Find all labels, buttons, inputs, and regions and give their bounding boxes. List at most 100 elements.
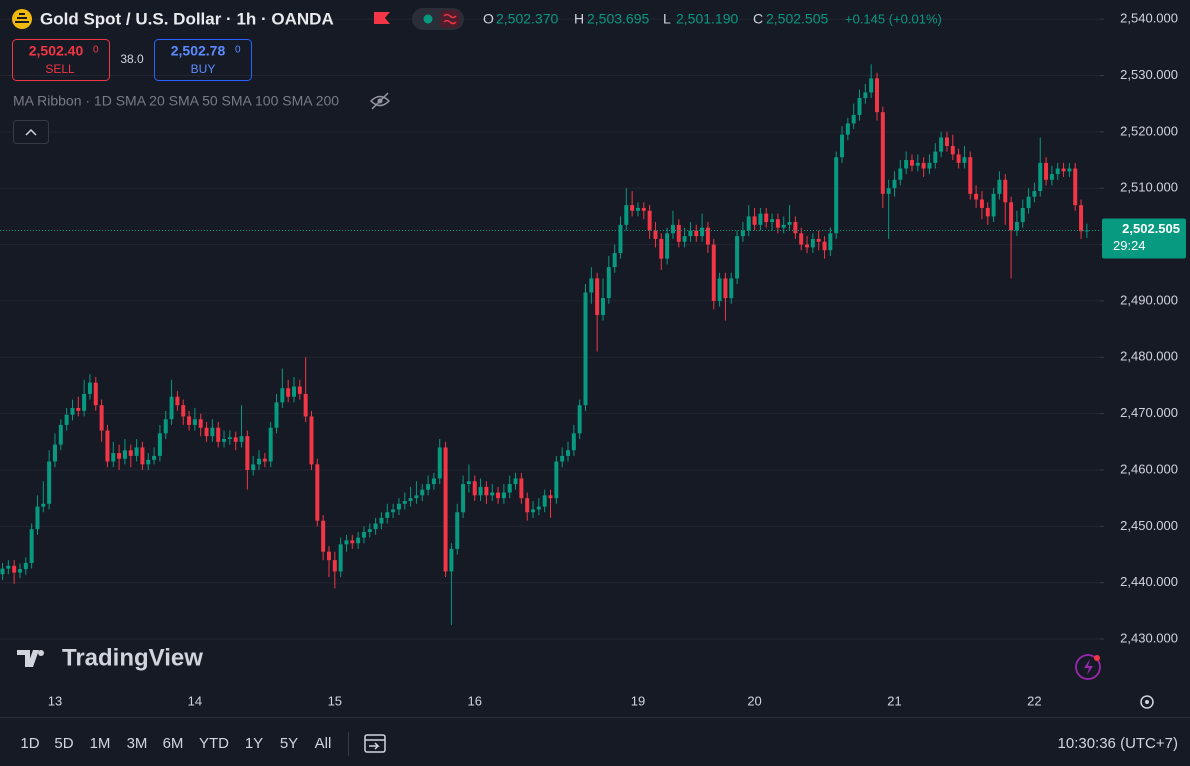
candle-body [426,484,431,490]
candle-body [618,224,623,254]
sell-label: SELL [45,62,75,76]
candle-body [408,498,413,501]
candle-body [204,427,209,437]
candle-body [315,464,320,521]
candle-body [391,509,396,513]
candle-body [927,162,932,169]
candle-body [717,278,722,301]
candle-body [723,278,728,299]
x-tick-label: 21 [887,693,901,708]
candle-body [163,419,168,434]
candle-body [286,388,291,397]
candle-body [787,222,792,225]
candle-body [840,134,845,158]
x-tick-label: 22 [1027,693,1041,708]
candle-body [373,523,378,530]
buy-pip: 0 [235,45,241,56]
candle-body [93,382,98,406]
candle-body [507,484,512,493]
candle-body [974,193,979,200]
clock: 10:30:36 (UTC+7) [1058,735,1178,752]
candle-body [175,396,180,406]
alert-icon[interactable] [1075,654,1101,680]
candle-body [542,495,547,507]
candle-body [52,444,57,462]
candle-body [82,393,87,411]
range-button[interactable]: 6M [163,735,184,752]
candle-body [554,461,559,499]
date-range-icon[interactable] [364,734,386,753]
y-tick-label: 2,530.000 [1120,67,1178,82]
sell-button[interactable] [12,39,110,81]
settings-icon-center [1145,700,1149,704]
candle-body [321,520,326,552]
spread: 38.0 [120,52,144,66]
candle-body [653,230,658,239]
candle-body [997,179,1002,194]
candle-body [70,407,75,415]
candle-body [455,512,460,549]
market-open-dot [423,14,433,24]
candle-body [338,544,343,572]
collapse-icon [25,128,37,136]
candle-body [950,145,955,155]
candle-body [245,436,250,470]
candle-body [904,160,909,169]
candle-body [297,386,302,394]
alert-badge [1094,655,1100,661]
candle-body [402,500,407,504]
range-button[interactable]: YTD [199,735,229,752]
candle-body [577,405,582,434]
candle-body [1061,168,1066,172]
candle-body [99,405,104,431]
flag-icon[interactable] [374,12,390,24]
range-button[interactable]: 1Y [245,735,263,752]
symbol-title[interactable]: Gold Spot / U.S. Dollar · 1h · OANDA [40,9,334,28]
x-tick-label: 15 [328,693,342,708]
candle-body [676,224,681,242]
symbol-icon-bars [15,13,29,23]
range-button[interactable]: 5Y [280,735,298,752]
range-button[interactable]: 1M [90,735,111,752]
indicator-legend[interactable]: MA Ribbon · 1D SMA 20 SMA 50 SMA 100 SMA… [13,93,339,109]
candle-body [1014,222,1019,231]
candle-body [87,382,92,394]
candle-body [560,455,565,462]
candle-body [23,562,28,570]
candle-body [303,393,308,417]
last-price-label: 2,502.505 [1122,221,1180,236]
candle-body [700,227,705,237]
candle-body [519,478,524,499]
candle-body [58,424,63,445]
range-button[interactable]: 3M [127,735,148,752]
candle-body [239,436,244,442]
range-button[interactable]: All [315,735,332,752]
candle-body [770,219,775,223]
candle-body [472,481,477,496]
range-button[interactable]: 5D [54,735,73,752]
candle-body [6,565,11,569]
ohlc-value: 2,502.505 [766,11,828,27]
settings-icon[interactable] [1140,695,1154,709]
candle-body [571,433,576,451]
candle-body [251,464,256,470]
collapse-button[interactable] [13,120,49,144]
delay-icon [443,13,457,25]
sell-pip: 0 [93,45,99,56]
candle-body [181,405,186,417]
x-tick-label: 16 [467,693,481,708]
candle-body [595,278,600,316]
hide-icon[interactable] [369,92,391,110]
candle-body [822,241,827,251]
candle-body [1044,162,1049,180]
x-tick-label: 14 [188,693,202,708]
buy-button[interactable] [154,39,252,81]
last-price-box [1102,218,1186,259]
range-button[interactable]: 1D [20,735,39,752]
candle-body [600,298,605,316]
candle-body [1003,179,1008,203]
candle-body [606,267,611,299]
candle-body [589,278,594,293]
candle-body [670,224,675,234]
